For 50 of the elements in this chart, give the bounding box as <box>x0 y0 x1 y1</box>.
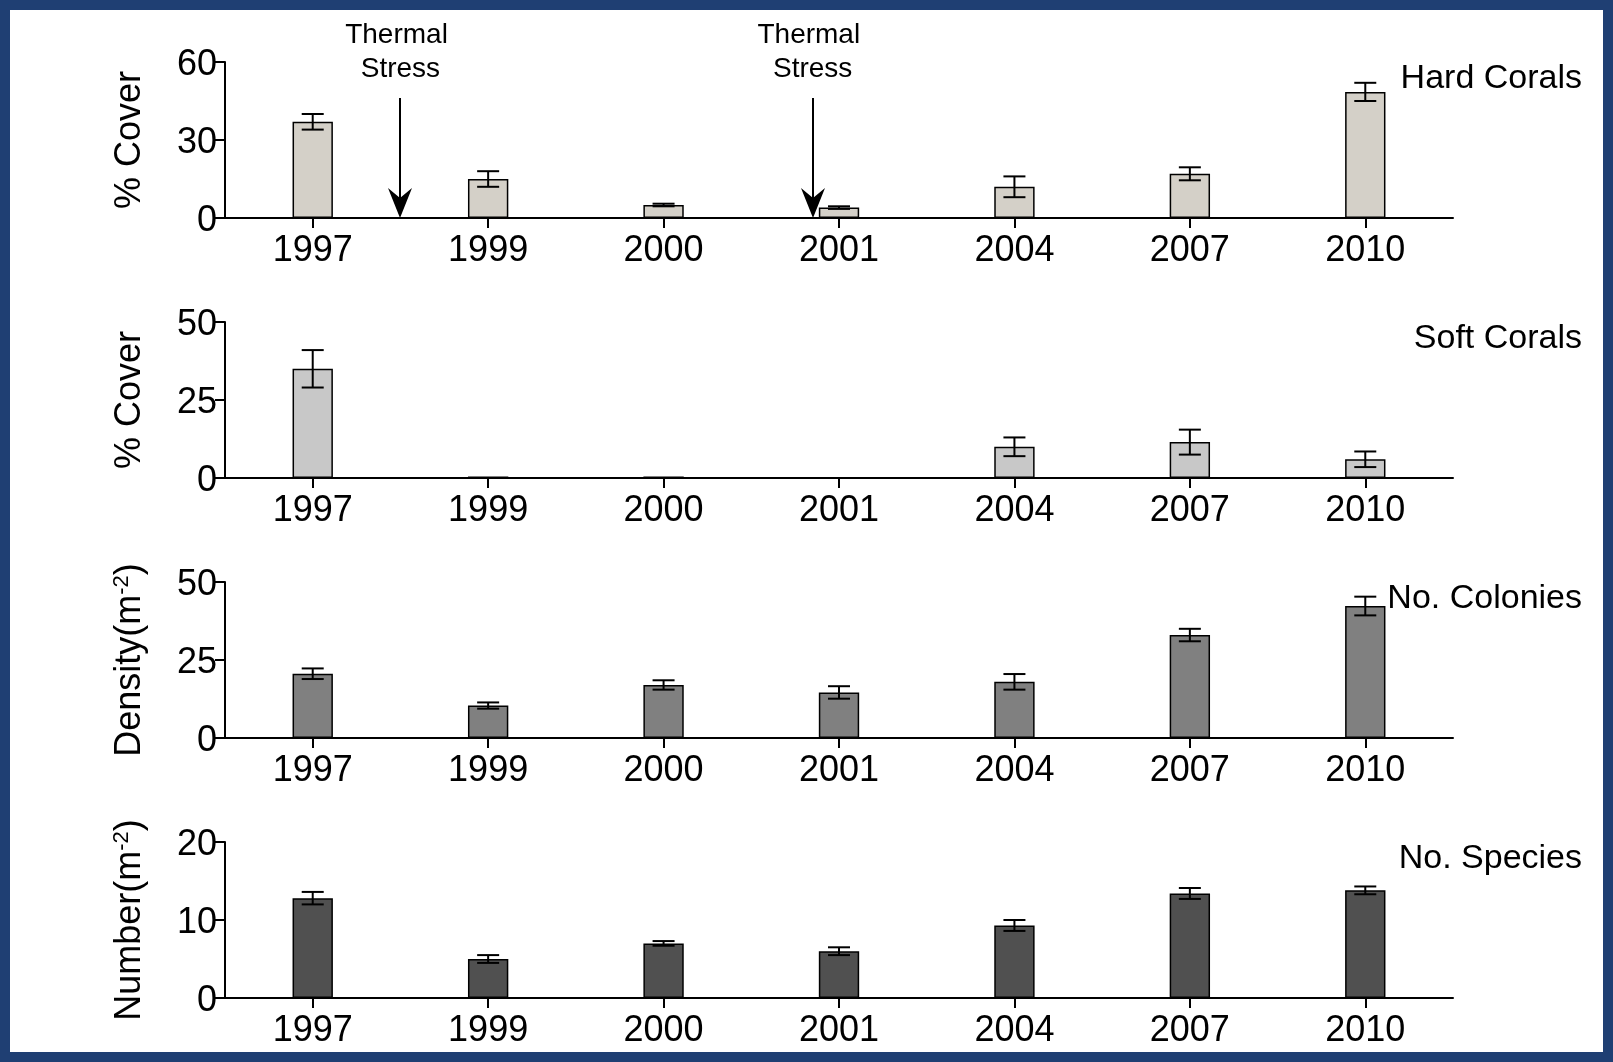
y-tick-label: 60 <box>176 41 217 83</box>
x-tick-label: 1999 <box>448 227 529 269</box>
x-tick-label: 1999 <box>448 1007 529 1049</box>
chart-title: No. Species <box>1398 837 1583 875</box>
x-tick-label: 2007 <box>1149 487 1230 529</box>
x-tick-label: 2001 <box>798 487 880 529</box>
x-tick-label: 2001 <box>798 747 880 789</box>
x-tick-label: 2010 <box>1325 1007 1406 1049</box>
x-tick-label: 2000 <box>623 227 704 269</box>
y-tick-label: 25 <box>176 379 217 421</box>
x-tick-label: 1999 <box>448 747 529 789</box>
x-tick-label: 1997 <box>272 1007 353 1049</box>
y-tick-label: 0 <box>196 457 217 499</box>
y-axis-title: % Cover <box>106 330 148 470</box>
x-tick-label: 2007 <box>1149 1007 1230 1049</box>
y-axis-title: Number(m-2) <box>106 819 148 1021</box>
x-tick-label: 1997 <box>272 747 353 789</box>
x-tick-label: 2010 <box>1325 227 1406 269</box>
chart-title: No. Colonies <box>1387 577 1582 615</box>
y-tick-label: 50 <box>176 301 217 343</box>
x-tick-label: 2004 <box>974 227 1055 269</box>
y-axis-title: Density(m-2) <box>106 563 148 757</box>
x-tick-label: 1997 <box>272 227 353 269</box>
x-tick-label: 2010 <box>1325 487 1406 529</box>
x-tick-label: 1997 <box>272 487 353 529</box>
x-tick-label: 2004 <box>974 747 1055 789</box>
x-tick-label: 2007 <box>1149 227 1230 269</box>
x-tick-label: 2000 <box>623 1007 704 1049</box>
x-tick-label: 2000 <box>623 747 704 789</box>
annotation: Thermal Stress <box>757 17 868 83</box>
y-tick-label: 0 <box>196 197 217 239</box>
x-tick-label: 2004 <box>974 1007 1055 1049</box>
y-tick-label: 30 <box>176 119 217 161</box>
x-tick-label: 2007 <box>1149 747 1230 789</box>
y-tick-label: 10 <box>176 899 217 941</box>
chart-title: Soft Corals <box>1413 317 1583 355</box>
y-tick-label: 50 <box>176 561 217 603</box>
chart-title: Hard Corals <box>1400 57 1582 95</box>
x-tick-label: 1999 <box>448 487 529 529</box>
y-tick-label: 0 <box>196 717 217 759</box>
x-tick-label: 2001 <box>798 1007 880 1049</box>
annotation: Thermal Stress <box>345 17 456 83</box>
y-tick-label: 0 <box>196 977 217 1019</box>
x-tick-label: 2000 <box>623 487 704 529</box>
y-axis-title: % Cover <box>106 70 148 210</box>
y-tick-label: 20 <box>176 821 217 863</box>
x-tick-label: 2004 <box>974 487 1055 529</box>
x-tick-label: 2010 <box>1325 747 1406 789</box>
x-tick-label: 2001 <box>798 227 880 269</box>
y-tick-label: 25 <box>176 639 217 681</box>
